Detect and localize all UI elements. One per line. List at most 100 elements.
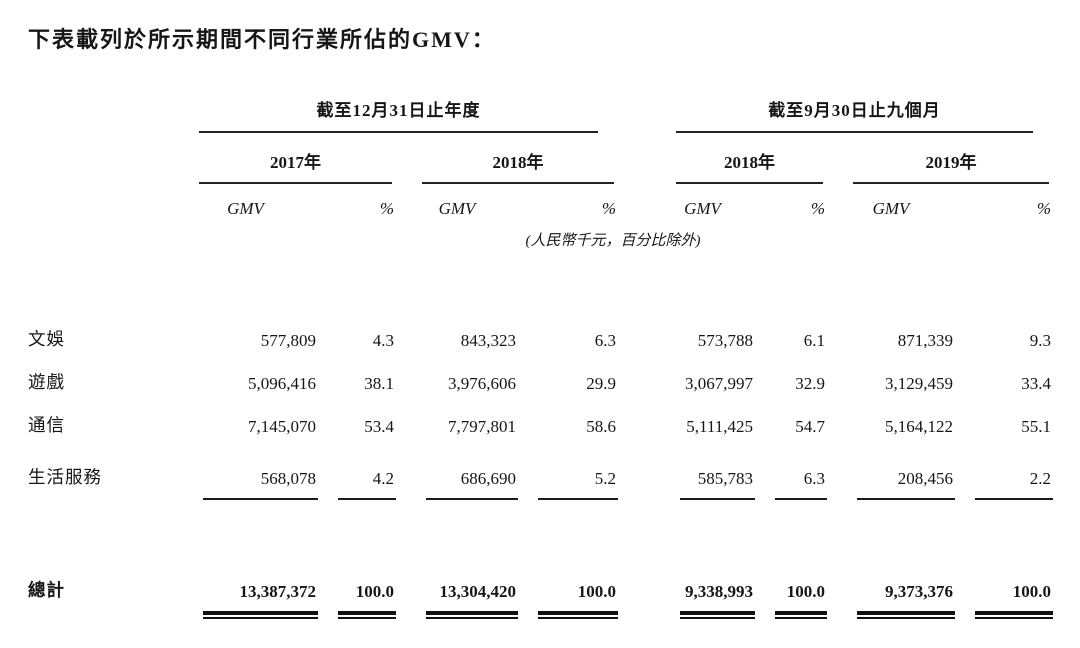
pct-cell: 58.6 bbox=[518, 394, 618, 437]
table-row-period-groups: 截至12月31日止年度 截至9月30日止九個月 bbox=[28, 96, 1053, 133]
pct-value: 6.3 bbox=[594, 331, 616, 350]
gmv-value: 7,145,070 bbox=[248, 417, 316, 436]
pct-value: 55.1 bbox=[1021, 417, 1051, 436]
pct-cell: 4.2 bbox=[318, 437, 396, 500]
pct-cell: 29.9 bbox=[518, 351, 618, 394]
row-label: 文娛 bbox=[28, 329, 65, 349]
column-spacer bbox=[618, 437, 650, 500]
pct-cell: 33.4 bbox=[955, 351, 1053, 394]
subheader-pct: % bbox=[1036, 199, 1051, 218]
table-row-years: 2017年 2018年 2018年 2019年 bbox=[28, 133, 1053, 184]
gmv-cell: 3,129,459 bbox=[827, 351, 955, 394]
gmv-cell: 585,783 bbox=[650, 437, 755, 500]
row-label-spacer bbox=[28, 96, 173, 133]
subheader-gmv: GMV bbox=[684, 199, 721, 218]
pct-cell: 5.2 bbox=[518, 437, 618, 500]
gmv-value: 3,976,606 bbox=[448, 374, 516, 393]
pct-value: 58.6 bbox=[586, 417, 616, 436]
pct-cell: 54.7 bbox=[755, 394, 827, 437]
gmv-value: 3,067,997 bbox=[685, 374, 753, 393]
pct-value: 38.1 bbox=[364, 374, 394, 393]
gmv-total-cell: 13,387,372 bbox=[173, 546, 318, 619]
row-label: 通信 bbox=[28, 415, 65, 435]
column-spacer bbox=[618, 351, 650, 394]
gmv-value: 568,078 bbox=[203, 469, 318, 500]
year-label-2018fy: 2018年 bbox=[422, 133, 614, 184]
gmv-cell: 3,976,606 bbox=[396, 351, 518, 394]
column-spacer bbox=[618, 96, 650, 133]
gmv-total-cell: 9,338,993 bbox=[650, 546, 755, 619]
pct-total-cell: 100.0 bbox=[318, 546, 396, 619]
pct-cell: 55.1 bbox=[955, 394, 1053, 437]
pct-value: 29.9 bbox=[586, 374, 616, 393]
pct-total-value: 100.0 bbox=[338, 582, 396, 619]
gmv-cell: 3,067,997 bbox=[650, 351, 755, 394]
gmv-cell: 568,078 bbox=[173, 437, 318, 500]
subheader-pct: % bbox=[810, 199, 825, 218]
subheader-pct: % bbox=[601, 199, 616, 218]
gmv-value: 5,111,425 bbox=[686, 417, 753, 436]
pct-total-cell: 100.0 bbox=[955, 546, 1053, 619]
table-row-unit-note: (人民幣千元，百分比除外) bbox=[28, 219, 1053, 250]
gmv-total-cell: 9,373,376 bbox=[827, 546, 955, 619]
row-label-spacer bbox=[28, 184, 173, 219]
gmv-value: 585,783 bbox=[680, 469, 755, 500]
subheader-gmv: GMV bbox=[227, 199, 264, 218]
total-label: 總計 bbox=[28, 580, 65, 600]
pct-total-value: 100.0 bbox=[775, 582, 827, 619]
year-label-2018-9m: 2018年 bbox=[676, 133, 823, 184]
gmv-total-cell: 13,304,420 bbox=[396, 546, 518, 619]
pct-value: 54.7 bbox=[795, 417, 825, 436]
row-label-spacer bbox=[28, 219, 173, 250]
gmv-cell: 5,096,416 bbox=[173, 351, 318, 394]
gmv-value: 573,788 bbox=[697, 331, 753, 350]
gmv-cell: 5,111,425 bbox=[650, 394, 755, 437]
gmv-value: 208,456 bbox=[857, 469, 955, 500]
year-label-2017: 2017年 bbox=[199, 133, 392, 184]
subheader-pct: % bbox=[379, 199, 394, 218]
pct-value: 4.3 bbox=[372, 331, 394, 350]
table-row-life-services: 生活服務 568,078 4.2 686,690 5.2 585,783 6.3… bbox=[28, 437, 1053, 500]
gmv-total-value: 13,304,420 bbox=[426, 582, 518, 619]
vertical-spacer bbox=[28, 500, 1053, 546]
gmv-value: 843,323 bbox=[460, 331, 516, 350]
pct-value: 32.9 bbox=[795, 374, 825, 393]
column-spacer bbox=[618, 308, 650, 351]
period-group-label-9m: 截至9月30日止九個月 bbox=[676, 96, 1033, 133]
gmv-cell: 573,788 bbox=[650, 308, 755, 351]
gmv-value: 5,164,122 bbox=[885, 417, 953, 436]
pct-value: 4.2 bbox=[338, 469, 396, 500]
gmv-cell: 208,456 bbox=[827, 437, 955, 500]
pct-value: 5.2 bbox=[538, 469, 618, 500]
table-row-entertainment: 文娛 577,809 4.3 843,323 6.3 573,788 6.1 8… bbox=[28, 308, 1053, 351]
pct-cell: 38.1 bbox=[318, 351, 396, 394]
pct-value: 9.3 bbox=[1029, 331, 1051, 350]
pct-total-value: 100.0 bbox=[975, 582, 1053, 619]
pct-cell: 4.3 bbox=[318, 308, 396, 351]
column-spacer bbox=[618, 394, 650, 437]
pct-value: 6.1 bbox=[803, 331, 825, 350]
pct-value: 6.3 bbox=[775, 469, 827, 500]
table-row-total: 總計 13,387,372 100.0 13,304,420 100.0 9,3… bbox=[28, 546, 1053, 619]
gmv-value: 5,096,416 bbox=[248, 374, 316, 393]
gmv-cell: 577,809 bbox=[173, 308, 318, 351]
vertical-spacer bbox=[28, 250, 1053, 308]
gmv-value: 577,809 bbox=[260, 331, 316, 350]
table-row-subheaders: GMV % GMV % GMV % GMV % bbox=[28, 184, 1053, 219]
year-cell-2019-9m: 2019年 bbox=[827, 133, 1053, 184]
gmv-total-value: 9,338,993 bbox=[680, 582, 755, 619]
pct-cell: 6.1 bbox=[755, 308, 827, 351]
pct-total-cell: 100.0 bbox=[755, 546, 827, 619]
gmv-cell: 5,164,122 bbox=[827, 394, 955, 437]
row-label: 生活服務 bbox=[28, 467, 102, 487]
pct-value: 2.2 bbox=[975, 469, 1053, 500]
pct-total-value: 100.0 bbox=[538, 582, 618, 619]
subheader-gmv: GMV bbox=[438, 199, 476, 218]
row-label-spacer bbox=[28, 133, 173, 184]
pct-cell: 32.9 bbox=[755, 351, 827, 394]
year-cell-2017: 2017年 bbox=[173, 133, 396, 184]
gmv-cell: 7,145,070 bbox=[173, 394, 318, 437]
gmv-cell: 7,797,801 bbox=[396, 394, 518, 437]
row-label: 遊戲 bbox=[28, 372, 65, 392]
period-group-cell-2: 截至9月30日止九個月 bbox=[650, 96, 1053, 133]
